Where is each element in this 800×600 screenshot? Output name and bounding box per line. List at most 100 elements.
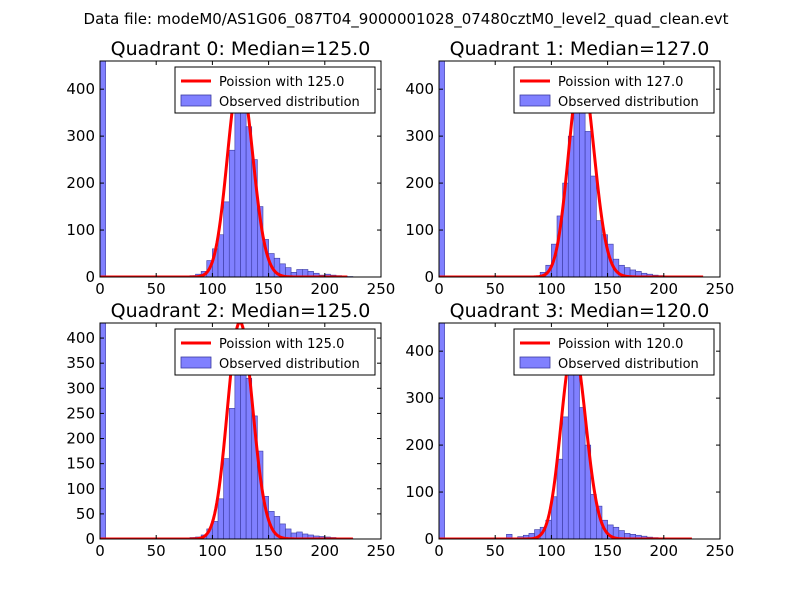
quadrant-1-bar: [596, 220, 603, 277]
quadrant-3-xtick-label: 0: [434, 542, 444, 560]
quadrant-0-xtick-label: 50: [147, 280, 166, 298]
quadrant-3-xtick-label: 250: [706, 542, 735, 560]
quadrant-0-xtick-label: 0: [95, 280, 105, 298]
quadrant-2-ytick-label: 200: [66, 430, 95, 448]
quadrant-2-bar: [228, 408, 236, 539]
quadrant-3-xtick-label: 150: [593, 542, 622, 560]
quadrant-2-ytick-label: 250: [66, 404, 95, 422]
quadrant-2-legend-entry-poisson: Poission with 125.0: [219, 337, 344, 352]
quadrant-2-ytick-label: 0: [85, 530, 95, 548]
quadrant-3-xtick-label: 50: [486, 542, 505, 560]
quadrant-1-chart: 0 50 100 150 200 250 0 100 200 300 400 Quadrant 1: …: [405, 38, 734, 298]
quadrant-2-bar: [217, 498, 224, 539]
quadrant-2-bar: [100, 323, 106, 539]
quadrant-3-bar: [556, 458, 563, 539]
quadrant-1-xtick-label: 150: [593, 280, 622, 298]
quadrant-0-title: Quadrant 0: Median=125.0: [111, 38, 371, 60]
quadrant-1-xtick-label: 100: [537, 280, 566, 298]
quadrant-2-xtick-label: 150: [254, 542, 283, 560]
quadrant-1-xtick-label: 200: [649, 280, 678, 298]
quadrant-3-legend-entry-poisson: Poission with 120.0: [558, 337, 683, 352]
quadrant-3-legend-entry-observed: Observed distribution: [558, 357, 699, 372]
quadrant-3-title: Quadrant 3: Median=120.0: [450, 300, 710, 322]
quadrant-1-bar: [579, 98, 586, 277]
quadrant-1-poisson-line: [439, 68, 704, 277]
quadrant-3-axes-frame: [438, 322, 721, 540]
quadrant-1-xtick-label: 250: [706, 280, 735, 298]
quadrant-1-legend-bar-swatch: [519, 94, 551, 107]
quadrant-2-title: Quadrant 2: Median=125.0: [111, 300, 371, 322]
quadrant-1-ytick-label: 300: [405, 127, 434, 145]
quadrant-1-legend-entry-poisson: Poission with 127.0: [558, 75, 683, 90]
quadrant-0-ytick-label: 100: [66, 221, 95, 239]
quadrant-3-poisson-line: [439, 344, 693, 539]
quadrant-2-xtick-label: 100: [198, 542, 227, 560]
quadrant-2-xtick-label: 200: [310, 542, 339, 560]
quadrant-0-legend-entry-poisson: Poission with 125.0: [219, 75, 344, 90]
quadrant-0-legend-bar-swatch: [180, 94, 212, 107]
quadrant-2-chart: 0 50 100 150 200 250 0 50 100 150 200 250 300 350 400 Q…: [66, 300, 395, 560]
quadrant-2-ytick-label: 100: [66, 480, 95, 498]
quadrant-0-bar: [240, 102, 247, 277]
quadrant-0-ytick-label: 400: [66, 80, 95, 98]
quadrant-0-bar: [234, 98, 241, 277]
quadrant-1-title: Quadrant 1: Median=127.0: [450, 38, 710, 60]
quadrant-0-legend: Poission with 125.0 Observed distribution: [174, 66, 376, 114]
quadrant-2-poisson-line: [100, 323, 354, 539]
quadrant-0-ytick-label: 300: [66, 127, 95, 145]
quadrant-2-ytick-label: 350: [66, 354, 95, 372]
quadrant-1-legend-entry-observed: Observed distribution: [558, 95, 699, 110]
quadrant-1-xtick-label: 0: [434, 280, 444, 298]
quadrant-0-axes-frame: [99, 60, 382, 278]
quadrant-3-legend: Poission with 120.0 Observed distribution: [513, 328, 715, 376]
quadrant-2-ytick-label: 300: [66, 379, 95, 397]
quadrant-1-axes-frame: [438, 60, 721, 278]
quadrant-2-xtick-label: 0: [95, 542, 105, 560]
quadrant-3-bar: [562, 416, 569, 539]
quadrant-1-ytick-label: 200: [405, 174, 434, 192]
quadrant-1-ytick-label: 0: [424, 268, 434, 286]
quadrant-0-bar: [217, 234, 224, 277]
quadrant-2-legend-bar-swatch: [180, 356, 212, 369]
quadrant-0-xtick-label: 200: [310, 280, 339, 298]
quadrant-1-bar: [590, 175, 597, 277]
quadrant-0-chart: 0 50 100 150 200 250 0 100 200 300 400 Quadrant 0: …: [66, 38, 395, 298]
quadrant-1-legend: Poission with 127.0 Observed distribution: [513, 66, 715, 114]
quadrant-1-ytick-label: 400: [405, 80, 434, 98]
quadrant-3-bar: [579, 407, 586, 539]
quadrant-3-bar: [439, 323, 445, 539]
figure-title: Data file: modeM0/AS1G06_087T04_90000010…: [84, 10, 729, 29]
quadrant-2-bar: [223, 458, 230, 539]
quadrant-1-xtick-label: 50: [486, 280, 505, 298]
quadrant-2-ytick-label: 150: [66, 455, 95, 473]
quadrant-3-ytick-label: 100: [405, 483, 434, 501]
quadrant-0-bar: [228, 149, 236, 277]
quadrant-3-legend-bar-swatch: [519, 356, 551, 369]
quadrant-0-ytick-label: 200: [66, 174, 95, 192]
quadrant-0-ytick-label: 0: [85, 268, 95, 286]
quadrant-3-chart: 0 50 100 150 200 250 0 100 200 300 400 Quadrant 3: …: [405, 300, 734, 560]
quadrant-2-xtick-label: 50: [147, 542, 166, 560]
quadrant-2-ytick-label: 50: [76, 505, 95, 523]
quadrant-3-ytick-label: 200: [405, 436, 434, 454]
quadrant-3-bar: [573, 350, 580, 539]
quadrant-2-legend-entry-observed: Observed distribution: [219, 357, 360, 372]
quadrant-3-xtick-label: 100: [537, 542, 566, 560]
quadrant-1-ytick-label: 100: [405, 221, 434, 239]
quadrant-3-ytick-label: 300: [405, 389, 434, 407]
quadrant-0-xtick-label: 100: [198, 280, 227, 298]
quadrant-2-ytick-label: 400: [66, 329, 95, 347]
quadrant-0-bar: [100, 61, 106, 277]
quadrant-3-ytick-label: 400: [405, 342, 434, 360]
quadrant-0-legend-entry-observed: Observed distribution: [219, 95, 360, 110]
quadrant-0-xtick-label: 250: [367, 280, 396, 298]
quadrant-1-bar: [584, 131, 592, 277]
quadrant-0-bar: [223, 201, 230, 277]
quadrant-3-ytick-label: 0: [424, 530, 434, 548]
quadrant-0-poisson-line: [100, 73, 348, 277]
quadrant-1-bar: [439, 61, 445, 277]
quadrant-2-axes-frame: [99, 322, 382, 540]
quadrant-3-xtick-label: 200: [649, 542, 678, 560]
quadrant-2-xtick-label: 250: [367, 542, 396, 560]
